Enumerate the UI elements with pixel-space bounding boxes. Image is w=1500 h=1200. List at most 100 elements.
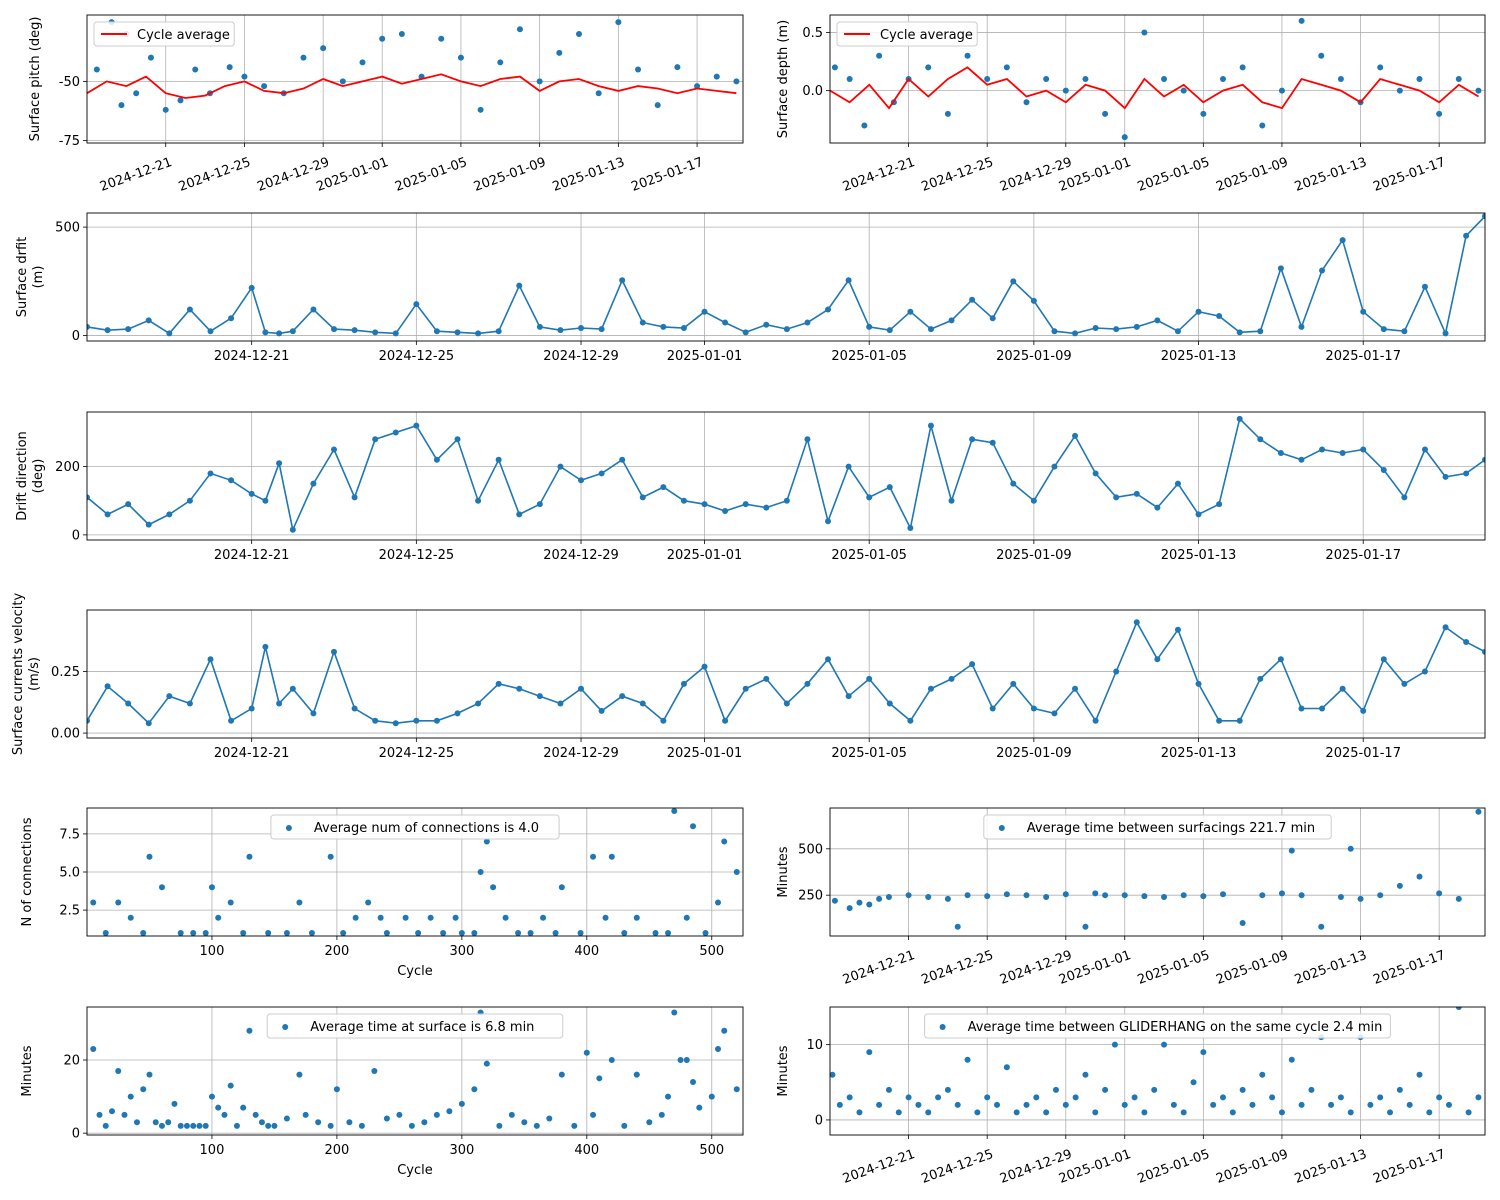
data-point bbox=[140, 1086, 147, 1093]
legend-label: Cycle average bbox=[137, 28, 230, 43]
data-point bbox=[1436, 110, 1443, 117]
data-point bbox=[845, 463, 852, 470]
data-point bbox=[989, 315, 996, 322]
data-point bbox=[680, 497, 687, 504]
data-point bbox=[1318, 923, 1325, 930]
data-point bbox=[454, 329, 461, 336]
data-point bbox=[715, 1046, 722, 1053]
y-tick-label: 200 bbox=[55, 460, 80, 475]
data-point bbox=[226, 64, 233, 71]
data-point bbox=[289, 328, 296, 335]
data-point bbox=[915, 1101, 922, 1108]
x-tick-label: 2025-01-05 bbox=[393, 155, 469, 195]
x-tick-label: 400 bbox=[574, 944, 599, 959]
data-point bbox=[907, 525, 914, 532]
data-point bbox=[722, 717, 729, 724]
data-point bbox=[262, 329, 269, 336]
data-point bbox=[1216, 313, 1223, 320]
data-point bbox=[763, 504, 770, 511]
y-tick-label: 0.0 bbox=[802, 84, 823, 99]
x-tick-label: 2024-12-21 bbox=[841, 948, 917, 988]
x-tick-label: 2025-01-05 bbox=[831, 746, 907, 761]
data-point bbox=[654, 102, 661, 109]
data-point bbox=[93, 66, 100, 73]
data-point bbox=[392, 720, 399, 727]
data-point bbox=[1023, 892, 1030, 899]
data-point bbox=[1337, 1094, 1344, 1101]
data-point bbox=[1360, 446, 1367, 453]
data-point bbox=[804, 319, 811, 326]
x-tick-label: 300 bbox=[449, 1143, 474, 1158]
data-point bbox=[365, 899, 372, 906]
x-tick-label: 2025-01-13 bbox=[1161, 349, 1237, 364]
legend-label: Cycle average bbox=[880, 28, 973, 43]
data-point bbox=[831, 64, 838, 71]
panel-velocity: 2024-12-21 2024-12-25 2024-12-29 2025-01-01… bbox=[11, 593, 1486, 761]
legend-label: Average time between surfacings 221.7 mi… bbox=[1027, 821, 1315, 836]
data-point bbox=[331, 648, 338, 655]
data-point bbox=[296, 1071, 303, 1078]
data-point bbox=[658, 1111, 665, 1118]
y-tick-label: 0 bbox=[72, 528, 80, 543]
x-tick-label: 2024-12-25 bbox=[379, 548, 455, 563]
data-point bbox=[1259, 1071, 1266, 1078]
data-point bbox=[1030, 705, 1037, 712]
data-point bbox=[948, 497, 955, 504]
data-point bbox=[1154, 504, 1161, 511]
legend-point-marker bbox=[285, 825, 292, 831]
data-point bbox=[1195, 680, 1202, 687]
x-tick-label: 100 bbox=[200, 944, 225, 959]
data-point bbox=[1387, 1109, 1394, 1116]
legend-box bbox=[93, 21, 235, 47]
data-point bbox=[276, 700, 283, 707]
data-layer bbox=[87, 213, 1485, 337]
data-point bbox=[1339, 449, 1346, 456]
data-point bbox=[104, 327, 111, 334]
data-point bbox=[458, 929, 465, 936]
x-tick-label: 2025-01-17 bbox=[1325, 548, 1401, 563]
data-point bbox=[166, 330, 173, 337]
data-point bbox=[1082, 76, 1089, 82]
data-point bbox=[289, 685, 296, 692]
data-point bbox=[1445, 1101, 1452, 1108]
data-point bbox=[457, 54, 464, 61]
data-point bbox=[536, 78, 543, 85]
legend-point-marker bbox=[998, 825, 1005, 831]
data-point bbox=[1111, 1041, 1118, 1048]
data-point bbox=[845, 693, 852, 700]
y-tick-label: 0.00 bbox=[51, 727, 80, 742]
data-point bbox=[907, 717, 914, 724]
data-point bbox=[1062, 891, 1069, 898]
data-point bbox=[1051, 328, 1058, 335]
data-point bbox=[1401, 328, 1408, 335]
data-point bbox=[954, 1101, 961, 1108]
data-point bbox=[527, 929, 534, 936]
x-tick-label: 2025-01-09 bbox=[1214, 1147, 1290, 1187]
legend-label: Average time between GLIDERHANG on the s… bbox=[968, 1020, 1383, 1035]
x-tick-label: 2024-12-25 bbox=[919, 948, 995, 988]
legend: Average time at surface is 6.8 min bbox=[266, 1013, 564, 1039]
data-point bbox=[1406, 1101, 1413, 1108]
data-point bbox=[578, 685, 585, 692]
data-point bbox=[1442, 624, 1449, 631]
data-point bbox=[140, 929, 147, 936]
data-point bbox=[115, 899, 122, 906]
data-point bbox=[1298, 456, 1305, 463]
data-point bbox=[1257, 436, 1264, 443]
data-point bbox=[885, 894, 892, 901]
data-point bbox=[1062, 87, 1069, 94]
data-point bbox=[660, 323, 667, 330]
data-point bbox=[1102, 110, 1109, 117]
data-point bbox=[177, 97, 184, 104]
data-point bbox=[413, 717, 420, 724]
y-tick-label: 500 bbox=[798, 842, 823, 857]
data-point bbox=[866, 901, 873, 908]
data-point bbox=[252, 1111, 259, 1118]
data-point bbox=[1010, 480, 1017, 487]
data-point bbox=[516, 685, 523, 692]
data-point bbox=[475, 700, 482, 707]
legend-box bbox=[270, 814, 560, 840]
data-point bbox=[831, 897, 838, 904]
data-point bbox=[1161, 894, 1168, 901]
data-point bbox=[1092, 717, 1099, 724]
